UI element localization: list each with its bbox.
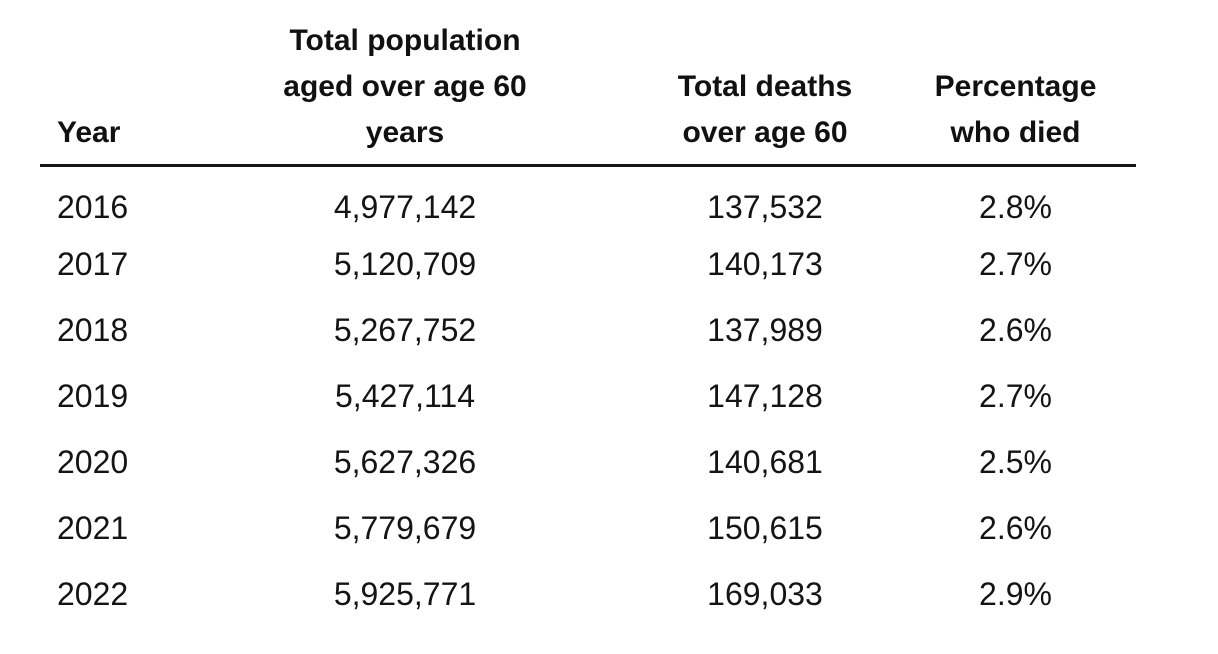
table-row-2017: 2017 5,120,709 140,173 2.7% — [40, 232, 1136, 298]
cell-year: 2017 — [57, 246, 129, 282]
table-row-2016: 2016 4,977,142 137,532 2.8% — [40, 166, 1136, 232]
cell-percentage: 2.5% — [979, 444, 1052, 480]
cell-deaths: 140,173 — [707, 246, 823, 282]
header-row: Year Total population aged over age 60 y… — [40, 12, 1136, 166]
cell-year: 2022 — [57, 576, 129, 612]
cell-population: 5,267,752 — [333, 312, 477, 348]
cell-percentage: 2.7% — [979, 246, 1052, 282]
page: Year Total population aged over age 60 y… — [40, 12, 1136, 628]
table-header: Year Total population aged over age 60 y… — [40, 12, 1136, 166]
cell-percentage: 2.6% — [979, 312, 1052, 348]
cell-population: 5,120,709 — [333, 246, 477, 282]
cell-deaths: 137,989 — [707, 312, 823, 348]
cell-deaths: 169,033 — [707, 576, 823, 612]
cell-percentage: 2.6% — [979, 510, 1052, 546]
table-row-2021: 2021 5,779,679 150,615 2.6% — [40, 496, 1136, 562]
table-row-2022: 2022 5,925,771 169,033 2.9% — [40, 562, 1136, 628]
table-row-2020: 2020 5,627,326 140,681 2.5% — [40, 430, 1136, 496]
header-deaths-label: Total deaths over age 60 — [677, 70, 853, 149]
cell-population: 5,925,771 — [333, 576, 477, 612]
cell-percentage: 2.9% — [979, 576, 1052, 612]
cell-population: 5,779,679 — [333, 510, 477, 546]
cell-year: 2016 — [57, 188, 129, 225]
cell-year: 2020 — [57, 444, 129, 480]
cell-year: 2019 — [57, 378, 129, 414]
cell-population: 5,627,326 — [333, 444, 477, 480]
cell-deaths: 140,681 — [707, 444, 823, 480]
population-deaths-table: Year Total population aged over age 60 y… — [40, 12, 1136, 628]
cell-population: 5,427,114 — [335, 378, 475, 414]
header-year: Year — [57, 116, 121, 149]
cell-population: 4,977,142 — [333, 188, 477, 225]
table-row-2018: 2018 5,267,752 137,989 2.6% — [40, 298, 1136, 364]
cell-deaths: 147,128 — [707, 378, 823, 414]
header-population-label: Total population aged over age 60 years — [283, 24, 527, 149]
header-percentage-label: Percentage who died — [934, 70, 1097, 149]
header-deaths: Total deaths over age 60 — [635, 12, 895, 166]
cell-year: 2018 — [57, 312, 129, 348]
table-body: 2016 4,977,142 137,532 2.8% 2017 5,120,7… — [40, 166, 1136, 628]
cell-percentage: 2.7% — [979, 378, 1052, 414]
cell-deaths: 137,532 — [707, 188, 823, 225]
cell-deaths: 150,615 — [707, 510, 823, 546]
header-percentage: Percentage who died — [895, 12, 1136, 166]
cell-year: 2021 — [57, 510, 129, 546]
table-row-2019: 2019 5,427,114 147,128 2.7% — [40, 364, 1136, 430]
cell-percentage: 2.8% — [979, 188, 1052, 225]
header-population: Total population aged over age 60 years — [175, 12, 635, 166]
